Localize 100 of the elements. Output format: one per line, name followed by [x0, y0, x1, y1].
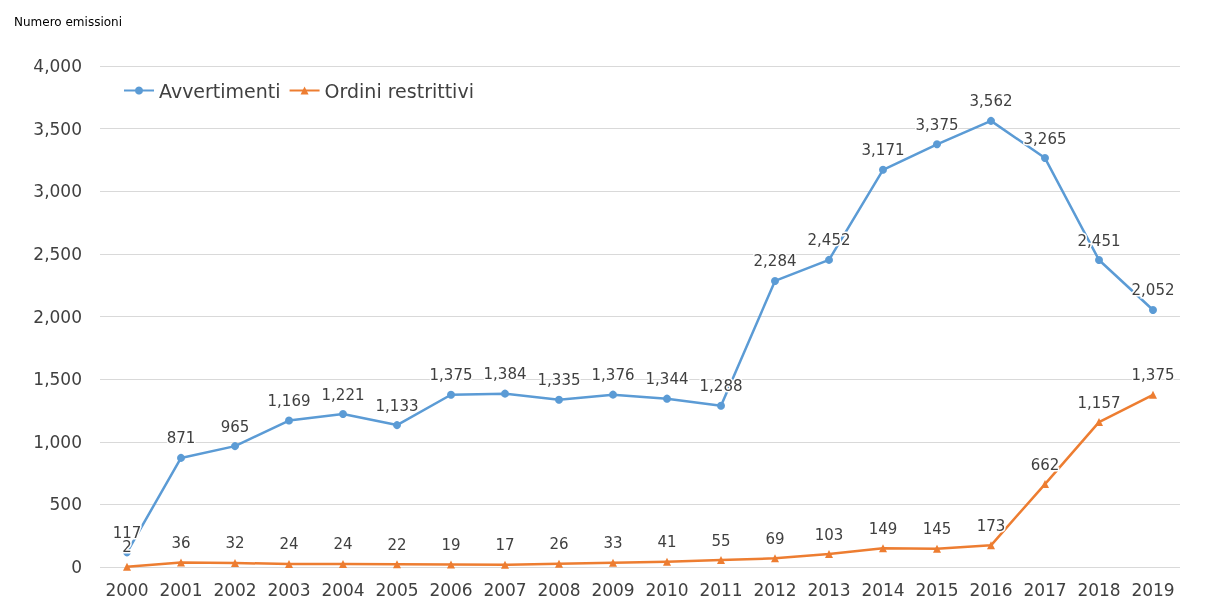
point	[177, 558, 185, 567]
point	[663, 394, 671, 403]
point	[393, 560, 401, 569]
data-label: 17	[495, 536, 515, 555]
legend-label: Ordini restrittivi	[324, 79, 474, 102]
y-tick-label: 0	[71, 557, 82, 577]
x-tick-label: 2012	[753, 579, 797, 600]
data-label: 24	[333, 535, 353, 554]
point	[987, 541, 995, 550]
data-label: 36	[171, 533, 191, 552]
data-label: 662	[1030, 455, 1060, 474]
point	[1041, 480, 1049, 489]
data-label: 1,335	[537, 371, 581, 390]
point	[609, 558, 617, 567]
point	[825, 550, 833, 559]
data-label: 1,375	[429, 366, 473, 385]
data-label: 33	[603, 534, 623, 553]
data-label: 26	[549, 535, 569, 554]
y-tick-label: 1,500	[33, 369, 82, 390]
data-label: 145	[922, 520, 952, 539]
x-tick-label: 2000	[105, 579, 149, 600]
point	[987, 116, 995, 125]
point	[879, 165, 887, 174]
data-label: 3,375	[915, 115, 959, 134]
point	[771, 554, 779, 563]
x-tick-label: 2009	[591, 579, 635, 600]
point	[1149, 305, 1157, 314]
data-label: 1,384	[483, 365, 527, 384]
point	[177, 453, 185, 462]
x-tick-label: 2011	[699, 579, 743, 600]
x-tick-label: 2018	[1077, 579, 1121, 600]
data-label: 19	[441, 536, 461, 555]
y-tick-label: 2,500	[33, 243, 82, 264]
data-label: 55	[711, 531, 731, 550]
data-label: 149	[868, 519, 898, 538]
point	[447, 390, 455, 399]
data-label: 871	[166, 429, 196, 448]
data-label: 173	[976, 516, 1006, 535]
x-tick-label: 2004	[321, 579, 365, 600]
data-label: 1,375	[1131, 366, 1175, 385]
x-tick-label: 2006	[429, 579, 473, 600]
point	[231, 442, 239, 451]
point	[1041, 154, 1049, 163]
data-label: 103	[814, 525, 844, 544]
x-tick-label: 2019	[1131, 579, 1175, 600]
point	[771, 276, 779, 285]
data-label: 69	[765, 529, 785, 548]
point	[285, 559, 293, 568]
point	[609, 390, 617, 399]
y-tick-label: 500	[49, 494, 82, 515]
y-tick-label: 3,500	[33, 118, 82, 139]
point	[717, 556, 725, 565]
data-label: 41	[657, 533, 677, 552]
data-label: 32	[225, 534, 245, 553]
data-label: 24	[279, 535, 299, 554]
data-label: 1,169	[267, 392, 311, 411]
point	[717, 401, 725, 410]
data-label: 1,157	[1077, 393, 1121, 412]
x-tick-label: 2015	[915, 579, 959, 600]
point	[123, 562, 131, 571]
x-tick-label: 2013	[807, 579, 851, 600]
point	[447, 560, 455, 569]
point	[501, 560, 509, 569]
y-axis-title: Numero emissioni	[14, 15, 123, 29]
y-tick-label: 4,000	[33, 56, 82, 76]
x-tick-label: 2010	[645, 579, 689, 600]
point	[933, 544, 941, 553]
x-tick-label: 2005	[375, 579, 419, 600]
data-label: 2,052	[1131, 281, 1175, 300]
x-tick-label: 2017	[1023, 579, 1067, 600]
legend-label: Avvertimenti	[159, 79, 281, 102]
data-label: 1,376	[591, 366, 635, 385]
data-label: 965	[220, 417, 250, 436]
point	[555, 395, 563, 404]
x-tick-label: 2016	[969, 579, 1013, 600]
data-label: 22	[387, 535, 407, 554]
data-label: 1,133	[375, 396, 419, 415]
x-tick-label: 2002	[213, 579, 257, 600]
data-label: 3,265	[1023, 129, 1067, 148]
point	[933, 140, 941, 149]
data-label: 1,221	[321, 385, 365, 404]
point	[285, 416, 293, 425]
point	[339, 410, 347, 419]
point	[231, 558, 239, 567]
point	[663, 557, 671, 566]
y-tick-label: 1,000	[33, 431, 82, 452]
point	[393, 421, 401, 430]
data-label: 2	[122, 538, 132, 557]
x-tick-label: 2001	[159, 579, 203, 600]
x-tick-label: 2007	[483, 579, 527, 600]
point	[339, 559, 347, 568]
data-label: 3,171	[861, 141, 905, 160]
point	[825, 255, 833, 264]
point	[501, 389, 509, 398]
data-label: 2,284	[753, 252, 797, 271]
point	[1095, 418, 1103, 427]
point	[555, 559, 563, 568]
point	[1149, 390, 1157, 399]
x-tick-label: 2014	[861, 579, 905, 600]
x-tick-label: 2008	[537, 579, 581, 600]
